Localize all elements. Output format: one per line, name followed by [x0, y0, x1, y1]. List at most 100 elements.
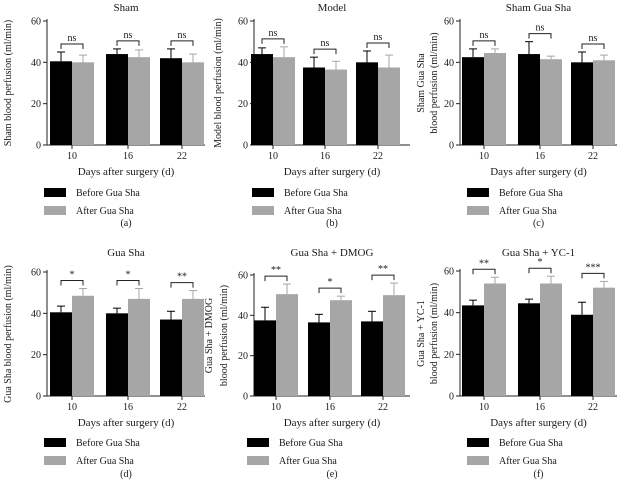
- legend-label-after: After Gua Sha: [499, 456, 557, 467]
- panel-label: (a): [120, 218, 131, 229]
- significance-label: **: [479, 258, 489, 269]
- bar-before-gua-sha: [106, 313, 128, 396]
- x-axis-label: Days after surgery (d): [78, 166, 175, 178]
- bar-after-gua-sha: [182, 298, 204, 396]
- legend-swatch-before: [44, 438, 66, 447]
- legend-label-before: Before Gua Sha: [76, 438, 140, 449]
- y-tick-label: 60: [444, 17, 454, 28]
- bar-before-gua-sha: [571, 314, 593, 396]
- legend-swatch-before: [247, 438, 269, 447]
- y-tick-label: 60: [31, 17, 41, 28]
- bar-before-gua-sha: [303, 67, 325, 145]
- legend-swatch-after: [44, 456, 66, 465]
- significance-bracket: [528, 33, 552, 39]
- x-tick-label: 16: [325, 402, 335, 413]
- chart-title: Gua Sha: [107, 247, 145, 259]
- bar-after-gua-sha: [540, 59, 562, 145]
- y-tick-label: 0: [449, 392, 454, 403]
- bar-after-gua-sha: [383, 295, 405, 396]
- significance-label: ***: [586, 262, 601, 273]
- legend-label-before: Before Gua Sha: [499, 188, 563, 199]
- x-tick-label: 16: [320, 151, 330, 162]
- bar-after-gua-sha: [325, 69, 347, 145]
- significance-label: ns: [269, 28, 278, 39]
- x-tick-label: 10: [67, 402, 77, 413]
- significance-bracket: [472, 40, 496, 46]
- x-tick-label: 16: [535, 151, 545, 162]
- bar-after-gua-sha: [128, 57, 150, 145]
- y-tick-label: 40: [444, 58, 454, 69]
- x-tick-label: 10: [268, 151, 278, 162]
- bar-after-gua-sha: [273, 57, 295, 145]
- bar-before-gua-sha: [518, 303, 540, 396]
- y-tick-label: 20: [238, 99, 248, 110]
- legend-swatch-before: [252, 188, 274, 197]
- x-tick-label: 22: [373, 151, 383, 162]
- significance-bracket: [116, 280, 140, 286]
- y-tick-label: 0: [243, 392, 248, 403]
- y-tick-label: 40: [31, 309, 41, 320]
- panel-label: (d): [120, 469, 132, 480]
- bar-before-gua-sha: [106, 54, 128, 145]
- legend-swatch-after: [467, 206, 489, 215]
- x-axis-label: Days after surgery (d): [284, 417, 381, 429]
- significance-bracket: [170, 282, 194, 288]
- significance-bracket: [472, 268, 496, 275]
- significance-bracket: [313, 48, 337, 55]
- legend-label-before: Before Gua Sha: [284, 188, 348, 199]
- chart-title: Gua Sha + DMOG: [291, 247, 374, 259]
- x-tick-label: 22: [177, 402, 187, 413]
- bar-after-gua-sha: [128, 298, 150, 396]
- y-axis-label: Gua Sha + YC-1: [416, 300, 427, 367]
- significance-label: **: [271, 265, 281, 276]
- significance-label: *: [70, 270, 75, 281]
- y-tick-label: 20: [31, 350, 41, 361]
- y-axis-label: Gua Sha blood perfusion (ml/min): [3, 265, 14, 403]
- bar-after-gua-sha: [484, 283, 506, 396]
- legend-label-before: Before Gua Sha: [76, 188, 140, 199]
- significance-bracket: [60, 43, 84, 49]
- legend-swatch-before: [467, 188, 489, 197]
- y-tick-label: 20: [31, 99, 41, 110]
- x-axis-label: Days after surgery (d): [284, 166, 381, 178]
- chart-panel: Sham 0 20 40 60 Sham blood perfusion (ml/min)…: [3, 2, 205, 229]
- x-axis-label: Days after surgery (d): [490, 166, 587, 178]
- significance-label: *: [328, 277, 333, 288]
- significance-bracket: [581, 272, 605, 279]
- legend-label-after: After Gua Sha: [76, 206, 134, 217]
- chart-panel: Gua Sha + DMOG 0 20 40 60 Gua Sha + DMOG blood…: [204, 247, 410, 480]
- bar-before-gua-sha: [571, 62, 593, 146]
- chart-panel: Model 0 20 40 60 Model blood perfusion (ml/mi…: [213, 2, 410, 229]
- x-tick-label: 16: [535, 402, 545, 413]
- significance-bracket: [261, 38, 285, 44]
- y-tick-label: 40: [238, 58, 248, 69]
- y-axis-label: Sham blood perfusion (ml/min): [3, 20, 14, 146]
- panel-label: (b): [326, 218, 338, 229]
- bar-after-gua-sha: [182, 62, 204, 146]
- y-axis-label: Model blood perfusion (ml/min): [213, 18, 224, 148]
- legend-label-before: Before Gua Sha: [279, 438, 343, 449]
- bar-before-gua-sha: [361, 321, 383, 396]
- chart-panel: Gua Sha 0 20 40 60 Gua Sha blood perfusion (m…: [3, 247, 205, 480]
- y-tick-label: 60: [238, 17, 248, 28]
- legend-swatch-after: [247, 456, 269, 465]
- significance-bracket: [116, 40, 140, 46]
- x-tick-label: 10: [479, 151, 489, 162]
- significance-bracket: [366, 42, 390, 48]
- x-tick-label: 10: [479, 402, 489, 413]
- significance-label: ns: [480, 30, 489, 41]
- legend-swatch-after: [44, 206, 66, 215]
- chart-title: Sham: [113, 2, 139, 14]
- x-tick-label: 16: [123, 402, 133, 413]
- bar-before-gua-sha: [251, 54, 273, 145]
- panel-label: (c): [533, 218, 544, 229]
- y-axis-label: blood perfusion (ml/min): [219, 285, 230, 386]
- bar-before-gua-sha: [160, 58, 182, 146]
- bar-before-gua-sha: [160, 319, 182, 396]
- bar-after-gua-sha: [72, 62, 94, 146]
- legend-label-after: After Gua Sha: [76, 456, 134, 467]
- significance-label: *: [126, 270, 131, 281]
- significance-label: ns: [374, 32, 383, 43]
